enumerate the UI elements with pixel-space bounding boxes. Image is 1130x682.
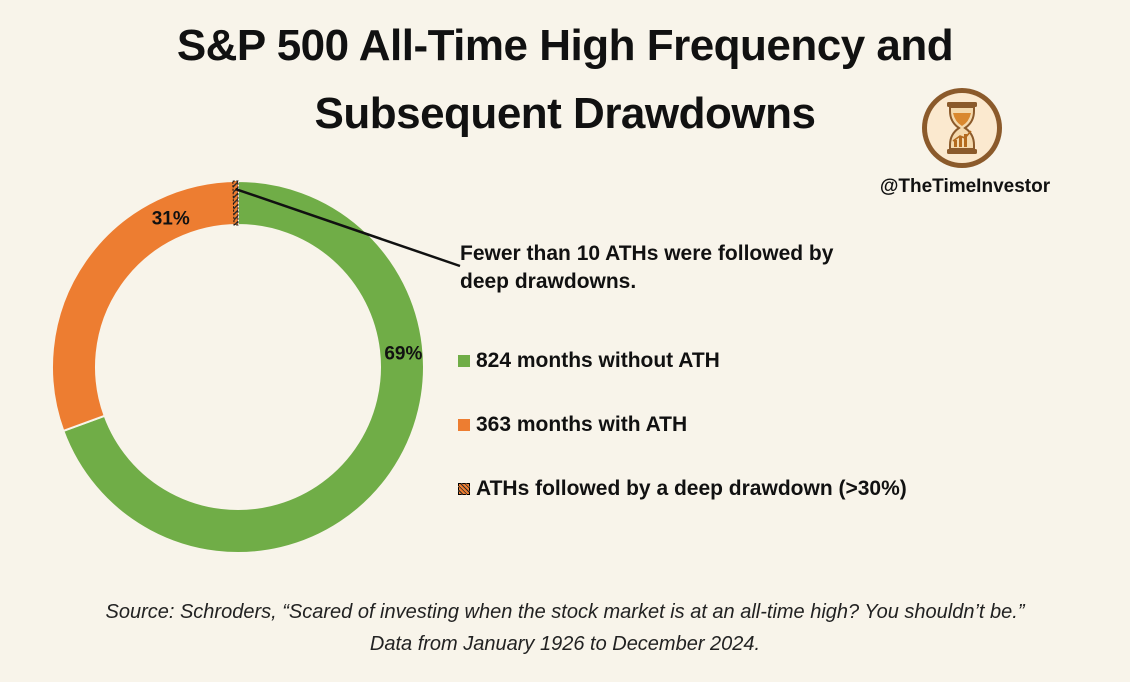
legend-swatch-orange — [458, 419, 470, 431]
chart-legend: 824 months without ATH 363 months with A… — [458, 346, 907, 538]
deep-drawdown-slice — [232, 180, 239, 226]
donut-slice-0 — [62, 179, 425, 554]
title-line-2: Subsequent Drawdowns — [314, 89, 816, 138]
title-line-1: S&P 500 All-Time High Frequency and — [176, 21, 954, 70]
author-handle: @TheTimeInvestor — [879, 176, 1051, 197]
hourglass-chart-icon — [922, 88, 1002, 168]
donut-slice-1 — [51, 179, 239, 433]
legend-item-without-ath: 824 months without ATH — [458, 346, 907, 376]
slice-percent-label: 31% — [152, 208, 190, 229]
donut-chart: 69% 31% — [51, 179, 461, 554]
legend-swatch-green — [458, 355, 470, 367]
legend-swatch-hatched — [458, 483, 470, 495]
legend-label: 363 months with ATH — [476, 413, 688, 436]
legend-label: ATHs followed by a deep drawdown (>30%) — [476, 477, 907, 500]
source-note: Source: Schroders, “Scared of investing … — [0, 596, 1130, 660]
source-line-2: Data from January 1926 to December 2024. — [369, 633, 761, 655]
chart-annotation: Fewer than 10 ATHs were followed by deep… — [460, 242, 834, 293]
brand-block: @TheTimeInvestor — [850, 82, 1080, 202]
annotation-leader-line — [235, 187, 461, 268]
legend-item-with-ath: 363 months with ATH — [458, 410, 907, 440]
legend-item-deep-drawdown: ATHs followed by a deep drawdown (>30%) — [458, 474, 907, 504]
slice-percent-label: 69% — [384, 343, 422, 364]
page-title: S&P 500 All-Time High Frequency and Subs… — [0, 12, 1130, 148]
legend-label: 824 months without ATH — [476, 349, 720, 372]
source-line-1: Source: Schroders, “Scared of investing … — [105, 601, 1025, 623]
